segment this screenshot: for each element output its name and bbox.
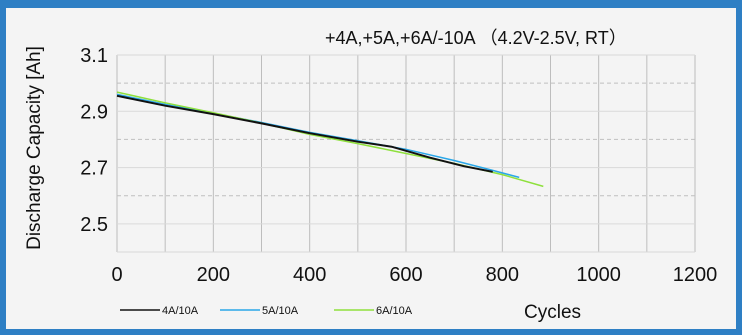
legend-label-3: 6A/10A [376,305,413,317]
series-group [116,91,544,188]
chart-title: +4A,+5A,+6A/-10A （4.2V-2.5V, RT） [325,28,627,48]
y-axis-label: Discharge Capacity [Ah] [24,46,45,250]
x-tick-label: 800 [486,264,519,286]
x-tick-label: 0 [111,264,122,286]
x-tick-label: 400 [293,264,326,286]
series-line-1 [116,94,493,173]
y-tick-label: 2.5 [80,214,108,236]
grid-lines [116,54,696,253]
x-tick-label: 1200 [673,264,718,286]
legend: 4A/10A 5A/10A 6A/10A [120,305,413,317]
x-tick-label: 200 [197,264,230,286]
y-tick-labels: 2.5 2.7 2.9 3.1 [80,45,108,236]
y-tick-label: 3.1 [80,45,108,67]
legend-label-2: 5A/10A [262,305,299,317]
x-tick-label: 1000 [576,264,621,286]
x-tick-labels: 0 200 400 600 800 1000 1200 [111,264,717,286]
x-axis-label: Cycles [524,302,581,323]
x-tick-label: 600 [389,264,422,286]
y-tick-label: 2.7 [80,158,108,180]
y-tick-label: 2.9 [80,101,108,123]
legend-label-1: 4A/10A [162,305,199,317]
